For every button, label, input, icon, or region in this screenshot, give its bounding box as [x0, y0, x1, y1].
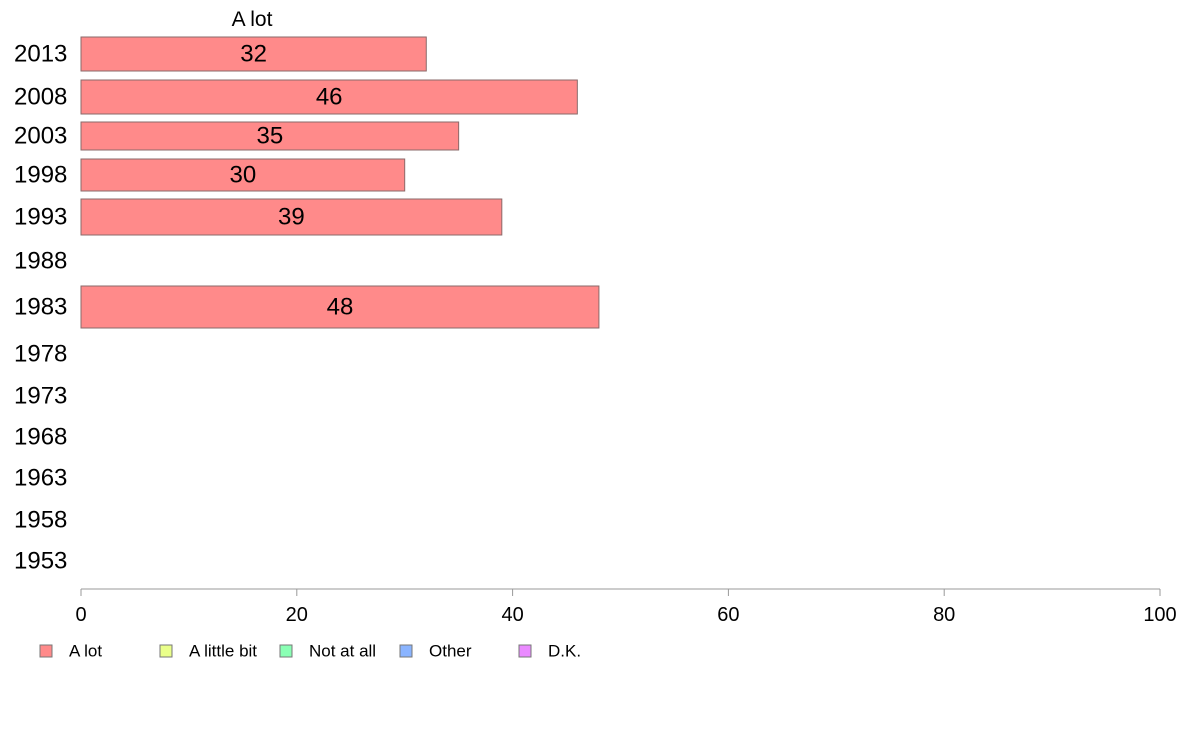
- year-label: 1973: [14, 383, 67, 410]
- year-label: 1963: [14, 465, 67, 492]
- year-label: 1988: [14, 248, 67, 275]
- bar-1998: [80, 158, 406, 192]
- legend-swatch: [39, 644, 53, 658]
- x-tick-label: 0: [75, 604, 86, 626]
- x-tick-label: 60: [717, 604, 739, 626]
- year-label: 1968: [14, 424, 67, 451]
- year-label: 2008: [14, 84, 67, 111]
- bar-value-label: 48: [327, 294, 354, 321]
- x-tick-label: 100: [1143, 604, 1176, 626]
- legend-swatch: [518, 644, 532, 658]
- column-title: A lot: [232, 8, 273, 31]
- legend-label: Other: [429, 642, 472, 661]
- legend-label: Not at all: [309, 642, 376, 661]
- bar-2008: [80, 79, 578, 115]
- bar-value-label: 32: [240, 41, 267, 68]
- bar-1983: [80, 285, 600, 329]
- bar-value-label: 35: [256, 123, 283, 150]
- year-label: 1958: [14, 507, 67, 534]
- x-tick-label: 40: [501, 604, 523, 626]
- bar-2003: [80, 121, 460, 151]
- year-label: 1983: [14, 294, 67, 321]
- legend-label: A little bit: [189, 642, 257, 661]
- year-label: 2003: [14, 123, 67, 150]
- bar-value-label: 30: [229, 162, 256, 189]
- legend-swatch: [399, 644, 413, 658]
- legend-swatch: [279, 644, 293, 658]
- year-label: 1953: [14, 548, 67, 575]
- bar-1993: [80, 198, 503, 236]
- year-label: 1998: [14, 162, 67, 189]
- year-label: 1993: [14, 204, 67, 231]
- bar-value-label: 46: [316, 84, 343, 111]
- x-tick-label: 20: [286, 604, 308, 626]
- legend-label: D.K.: [548, 642, 581, 661]
- year-label: 2013: [14, 41, 67, 68]
- bar-2013: [80, 36, 427, 72]
- legend-label: A lot: [69, 642, 102, 661]
- x-tick-label: 80: [933, 604, 955, 626]
- bar-value-label: 39: [278, 204, 305, 231]
- year-label: 1978: [14, 341, 67, 368]
- legend-swatch: [159, 644, 173, 658]
